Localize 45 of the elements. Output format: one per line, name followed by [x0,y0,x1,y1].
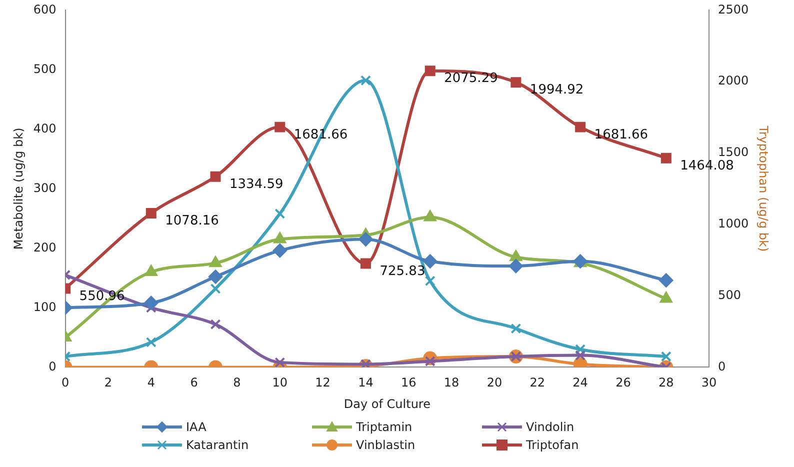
y-tick-label: 500 [33,62,56,76]
y2-tick-label: 0 [718,359,726,374]
x-tick-label: 2 [104,376,112,390]
y-axis-title: Metabolite (ug/g bk) [11,128,26,250]
legend-label: Triptofan [526,438,579,452]
y-tick-label: 100 [33,300,56,314]
legend-label: Vinblastin [356,438,416,452]
data-label: 1464.08 [680,158,734,174]
x-tick-label: 10 [272,376,288,390]
data-label: 1078.16 [165,214,219,229]
legend-label: Katarantin [186,438,249,452]
data-label: 725.83 [380,264,426,279]
y2-tick-label: 2000 [718,74,749,88]
y-tick-label: 400 [33,121,56,136]
data-label: 1334.59 [230,176,284,192]
data-label: 2075.29 [444,71,498,86]
y-tick-label: 300 [33,180,56,195]
y2-tick-label: 500 [718,288,741,302]
x-axis-title: Day of Culture [344,396,430,411]
y2-tick-label: 2500 [718,2,749,16]
x-tick-label: 4 [147,376,155,390]
x-tick-label: 30 [701,376,717,390]
x-tick-label: 12 [315,376,330,390]
y2-tick-label: 1000 [718,216,749,231]
y-tick-label: 0 [48,359,56,374]
x-tick-label: 28 [658,376,674,390]
y-tick-label: 600 [33,2,56,16]
x-tick-label: 24 [572,376,588,390]
x-tick-label: 14 [358,376,374,390]
x-tick-label: 26 [616,376,631,390]
data-label: 1994.92 [530,82,584,98]
x-tick-label: 18 [444,376,460,390]
legend-label: IAA [186,420,206,434]
x-tick-label: 16 [401,376,416,390]
x-tick-label: 6 [190,376,198,390]
x-tick-label: 20 [486,376,502,390]
y-tick-label: 200 [33,240,56,254]
y2-tick-label: 1500 [718,145,749,160]
x-tick-label: 22 [530,376,546,390]
y2-axis-title: Tryptophan (ug/g bk) [756,124,771,252]
legend-label: Vindolin [526,420,574,434]
legend-label: Triptamin [356,420,412,434]
data-label: 1681.66 [594,127,648,142]
x-tick-label: 0 [61,376,70,390]
x-tick-label: 8 [233,376,241,390]
